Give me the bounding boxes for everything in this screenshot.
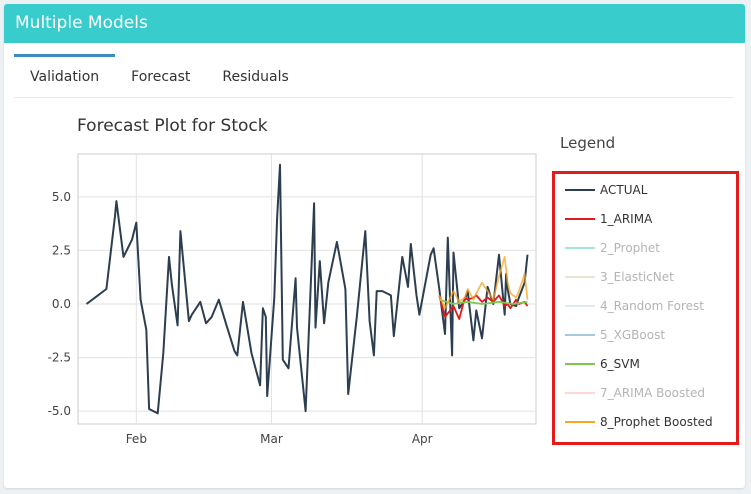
legend-item-svm[interactable]: 6_SVM xyxy=(565,354,640,374)
legend-swatch xyxy=(565,392,595,394)
legend-box: ACTUAL 1_ARIMA 2_Prophet 3_ElasticNet 4_… xyxy=(552,171,739,445)
y-tick-label: 0.0 xyxy=(52,297,71,311)
legend-swatch xyxy=(565,218,595,220)
legend-item-xgboost[interactable]: 5_XGBoost xyxy=(565,325,665,345)
legend-item-actual[interactable]: ACTUAL xyxy=(565,180,647,200)
legend-label: 1_ARIMA xyxy=(600,212,653,226)
panel-header: Multiple Models xyxy=(4,4,745,43)
legend-label: 5_XGBoost xyxy=(600,328,666,342)
legend-swatch xyxy=(565,305,595,307)
tab-forecast[interactable]: Forecast xyxy=(131,69,191,85)
legend-item-elasticnet[interactable]: 3_ElasticNet xyxy=(565,267,674,287)
x-tick-label: Mar xyxy=(260,432,283,446)
legend-label: 4_Random Forest xyxy=(600,299,704,313)
y-tick-label: -2.5 xyxy=(48,351,71,365)
legend-swatch xyxy=(565,247,595,249)
legend-label: 6_SVM xyxy=(600,357,640,371)
legend-swatch xyxy=(565,421,595,423)
series-line-1-arima[interactable] xyxy=(438,294,529,320)
legend-item-prophet-boosted[interactable]: 8_Prophet Boosted xyxy=(565,412,713,432)
legend-label: ACTUAL xyxy=(600,183,648,197)
y-tick-label: -5.0 xyxy=(48,404,71,418)
series-line-6-svm[interactable] xyxy=(439,298,528,305)
legend-item-random-forest[interactable]: 4_Random Forest xyxy=(565,296,704,316)
legend-swatch xyxy=(565,334,595,336)
legend-label: 2_Prophet xyxy=(600,241,660,255)
tab-residuals[interactable]: Residuals xyxy=(222,69,289,85)
legend-swatch xyxy=(565,189,595,191)
legend-label: 3_ElasticNet xyxy=(600,270,674,284)
chart-title: Forecast Plot for Stock xyxy=(77,116,268,136)
y-tick-label: 2.5 xyxy=(52,243,71,257)
tab-bar: Validation Forecast Residuals xyxy=(14,54,734,98)
legend-item-arima-boosted[interactable]: 7_ARIMA Boosted xyxy=(565,383,705,403)
legend-item-prophet[interactable]: 2_Prophet xyxy=(565,238,660,258)
y-axis: -5.0 -2.5 0.0 2.5 5.0 xyxy=(48,190,71,418)
legend-title: Legend xyxy=(560,134,616,152)
legend-swatch xyxy=(565,363,595,365)
y-tick-label: 5.0 xyxy=(52,190,71,204)
x-tick-label: Apr xyxy=(412,432,433,446)
legend-label: 8_Prophet Boosted xyxy=(600,415,713,429)
grid-lines xyxy=(78,154,536,424)
panel-title: Multiple Models xyxy=(15,13,148,33)
x-tick-label: Feb xyxy=(126,432,147,446)
legend-item-arima[interactable]: 1_ARIMA xyxy=(565,209,652,229)
legend-label: 7_ARIMA Boosted xyxy=(600,386,705,400)
tab-validation[interactable]: Validation xyxy=(14,54,116,96)
x-axis: Feb Mar Apr xyxy=(126,432,433,446)
series-lines[interactable] xyxy=(85,163,529,415)
series-line-8-prophet-boosted[interactable] xyxy=(438,255,529,310)
legend-swatch xyxy=(565,276,595,278)
